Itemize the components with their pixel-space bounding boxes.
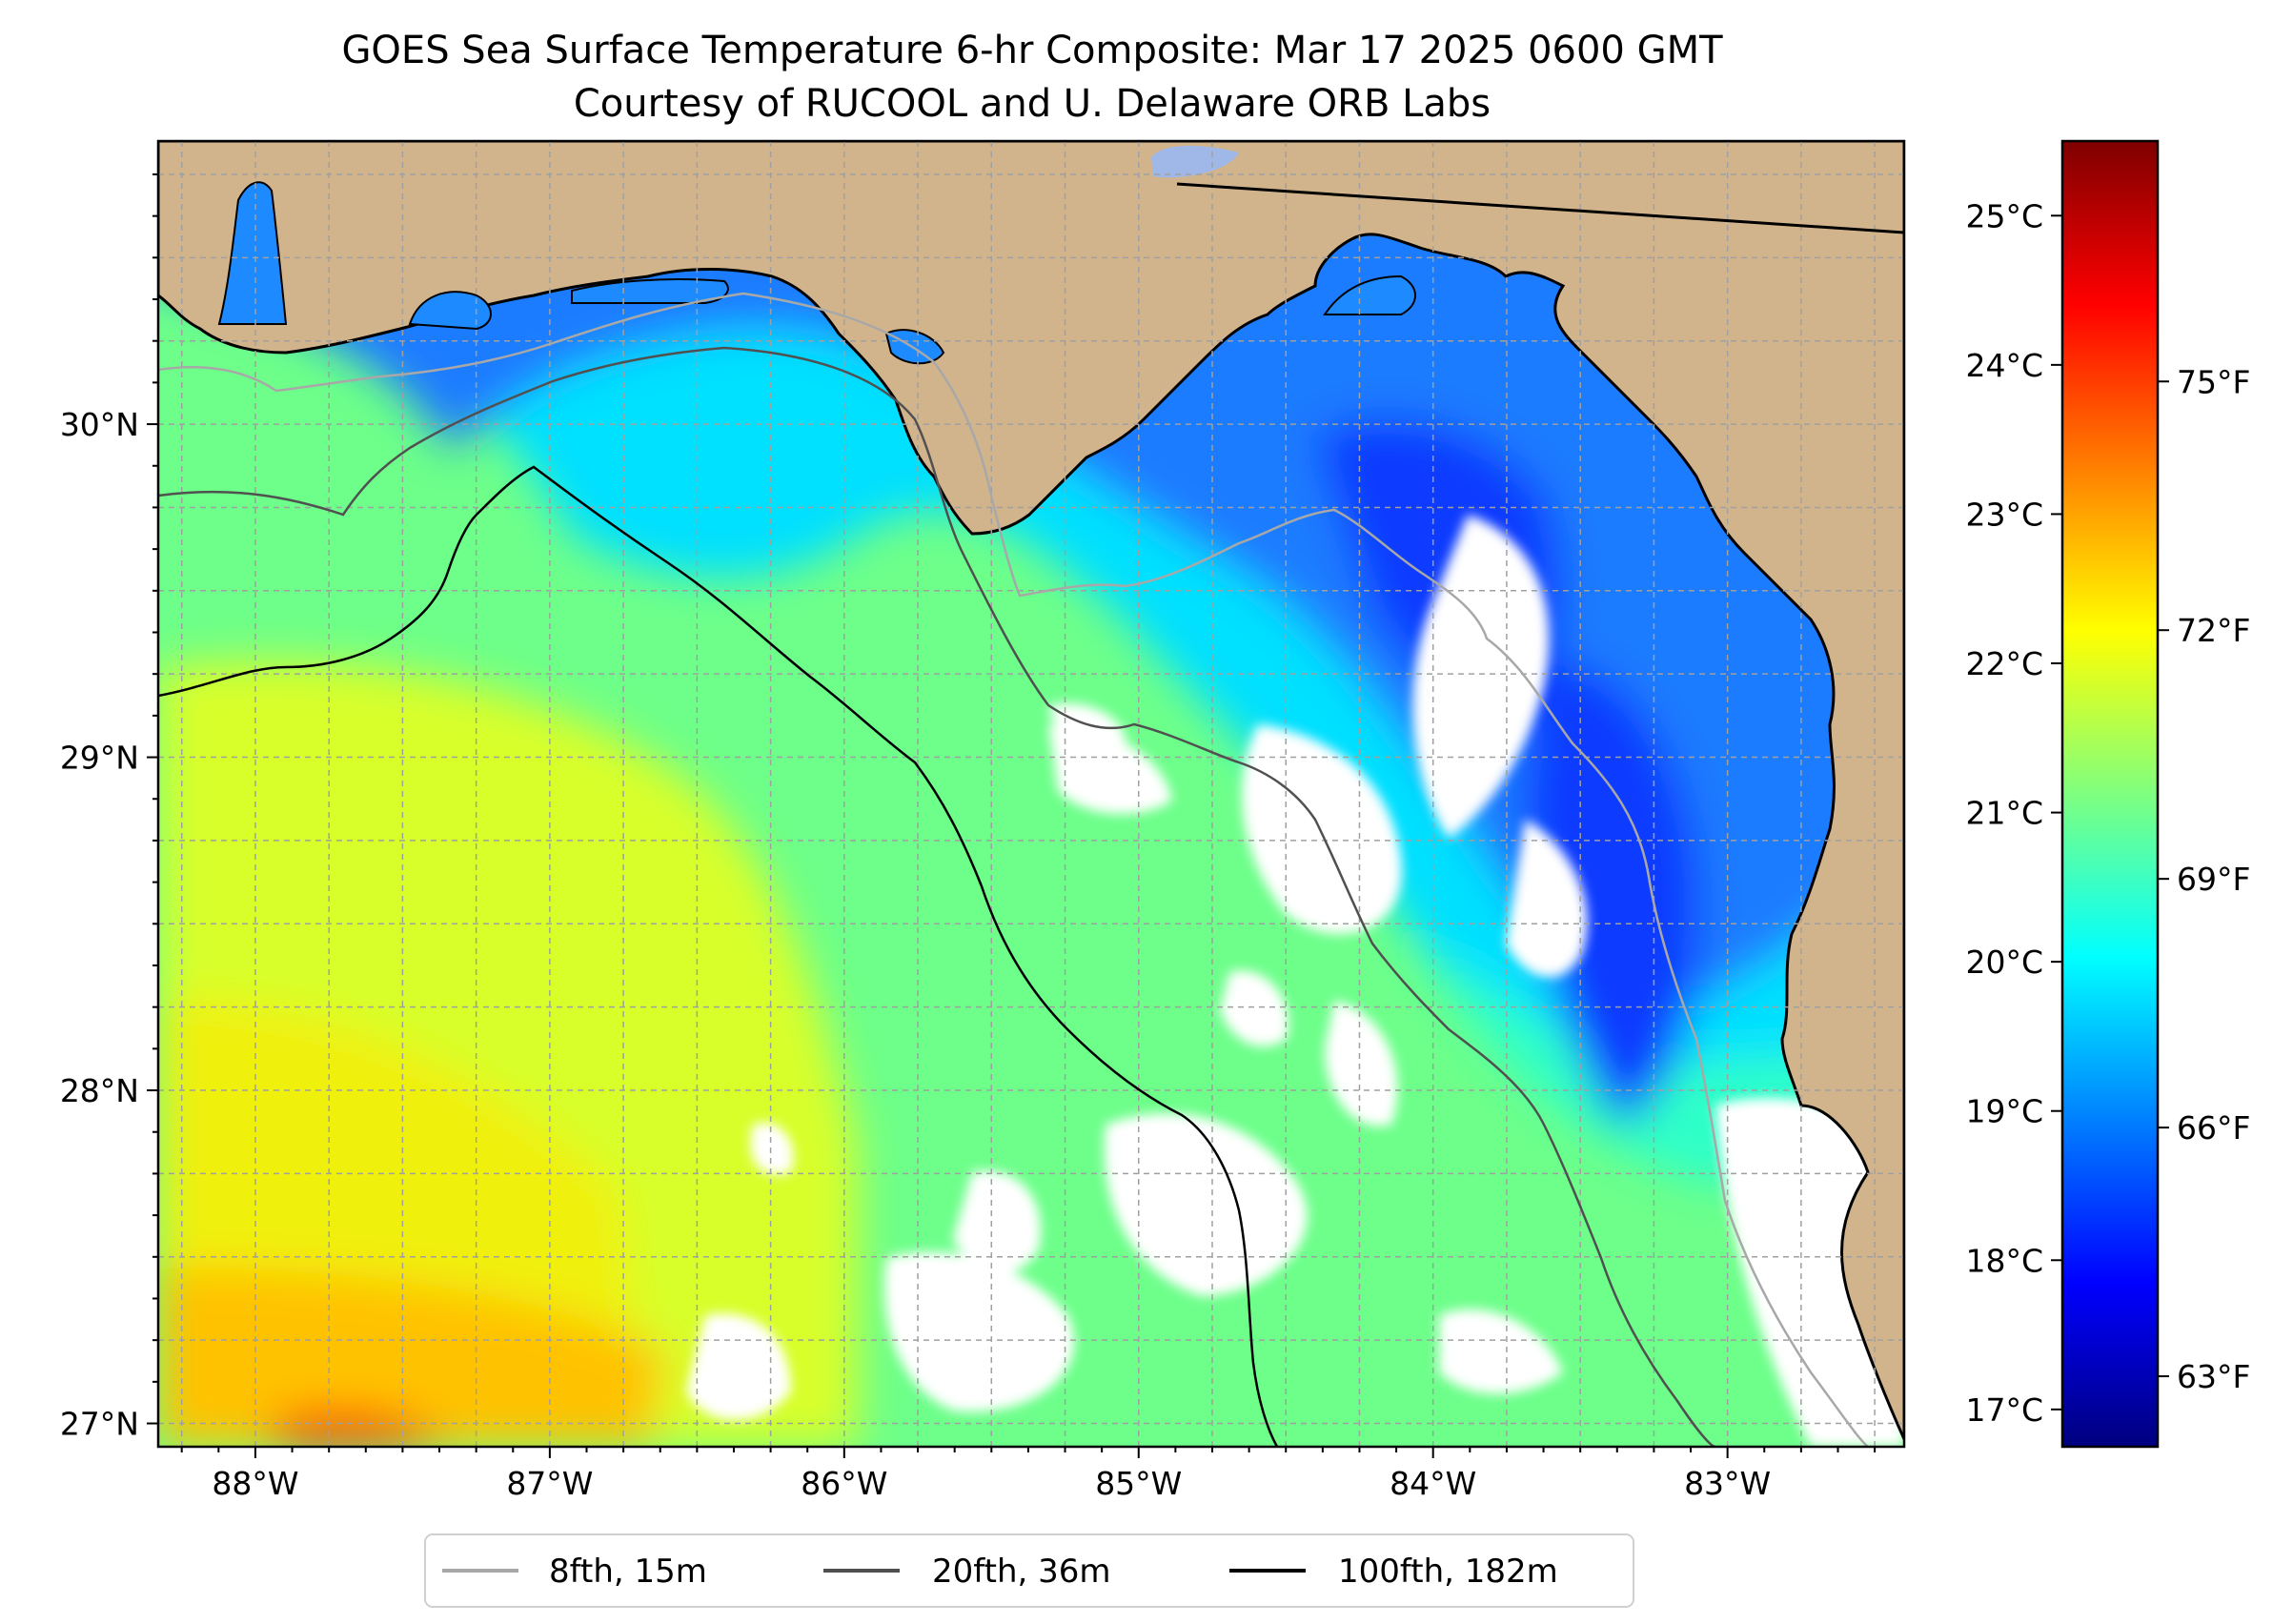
sst-deep-blue2 <box>1525 663 1698 1125</box>
colorbar-fahrenheit-axis: 63°F 66°F 69°F 72°F 75°F <box>2158 363 2250 1395</box>
lat-tick-label: 29°N <box>60 740 139 777</box>
mobile-bay <box>217 181 288 325</box>
longitude-axis: 88°W 87°W 86°W 85°W 84°W 83°W <box>180 1447 1877 1502</box>
lat-tick-label: 30°N <box>60 406 139 443</box>
isobath-100fth-line <box>158 465 1279 1447</box>
map-frame <box>156 139 1906 1449</box>
gridlines <box>158 141 1904 1447</box>
st-andrews-bay <box>884 329 945 365</box>
sst-warm-red <box>267 1410 448 1447</box>
lat-tick-label: 27°N <box>60 1406 139 1443</box>
sst-warm-orange <box>158 1268 667 1447</box>
latitude-axis: 27°N 28°N 29°N 30°N <box>60 173 158 1443</box>
celsius-tick-label: 17°C <box>1965 1391 2043 1429</box>
cloud-patch-6 <box>953 1170 1041 1273</box>
apalachee-bay <box>1323 274 1416 315</box>
cloud-patch-12 <box>686 1313 791 1420</box>
cloud-patch-7 <box>884 1251 1075 1412</box>
lon-tick-label: 85°W <box>1095 1465 1182 1502</box>
lon-tick-label: 83°W <box>1684 1465 1771 1502</box>
isobath-8fth-line <box>158 292 1869 1447</box>
colorbar: 17°C 18°C 19°C 20°C 21°C 22°C 23°C 24°C 25°C 63°… <box>1965 139 2250 1449</box>
land-mainland <box>158 141 1904 1440</box>
land <box>158 141 1904 1440</box>
cloud-patch-14 <box>1715 1098 1904 1447</box>
celsius-tick-label: 18°C <box>1965 1242 2043 1279</box>
colorbar-celsius-axis: 17°C 18°C 19°C 20°C 21°C 22°C 23°C 24°C 25°C <box>1965 197 2062 1429</box>
celsius-tick-label: 25°C <box>1965 197 2043 234</box>
celsius-tick-label: 23°C <box>1965 496 2043 533</box>
cloud-mask <box>686 515 1904 1447</box>
cloud-patch-8 <box>1220 970 1289 1047</box>
map-title-line1: GOES Sea Surface Temperature 6-hr Compos… <box>341 29 1723 72</box>
celsius-tick-label: 22°C <box>1965 645 2043 682</box>
lon-tick-label: 86°W <box>801 1465 887 1502</box>
fahrenheit-tick-label: 69°F <box>2177 861 2250 898</box>
lon-tick-label: 87°W <box>506 1465 593 1502</box>
isobath-20fth-line <box>158 346 1716 1447</box>
fahrenheit-tick-label: 66°F <box>2177 1109 2250 1147</box>
legend-frame <box>424 1533 1634 1608</box>
cloud-patch-2 <box>1506 820 1588 978</box>
lon-tick-label: 88°W <box>212 1465 298 1502</box>
cloud-patch-9 <box>1325 1001 1398 1127</box>
celsius-tick-label: 24°C <box>1965 347 2043 384</box>
cloud-patch-3 <box>1242 724 1402 934</box>
map-title-line2: Courtesy of RUCOOL and U. Delaware ORB L… <box>574 82 1491 126</box>
legend-label-20fth: 20fth, 36m <box>932 1553 1111 1591</box>
pensacola-bay <box>408 291 492 331</box>
lat-tick-label: 28°N <box>60 1072 139 1109</box>
cloud-patch-5 <box>1104 1113 1308 1296</box>
isobath-legend: 8fth, 15m 20fth, 36m 100fth, 182m <box>424 1533 1634 1608</box>
celsius-tick-label: 20°C <box>1965 944 2043 981</box>
legend-label-8fth: 8fth, 15m <box>549 1553 707 1591</box>
lon-tick-label: 84°W <box>1390 1465 1476 1502</box>
colorbar-gradient <box>2062 141 2158 1447</box>
celsius-tick-label: 21°C <box>1965 795 2043 832</box>
cloud-patch-10 <box>750 1123 794 1175</box>
fahrenheit-tick-label: 63°F <box>2177 1358 2250 1395</box>
fahrenheit-tick-label: 75°F <box>2177 363 2250 400</box>
fahrenheit-tick-label: 72°F <box>2177 612 2250 649</box>
state-border <box>1176 182 1904 234</box>
legend-label-100fth: 100fth, 182m <box>1338 1553 1558 1591</box>
colorbar-frame <box>2060 139 2160 1449</box>
celsius-tick-label: 19°C <box>1965 1093 2043 1130</box>
cloud-patch-11 <box>1439 1309 1563 1394</box>
sst-map <box>158 141 1904 1447</box>
bays <box>217 181 1416 365</box>
lake <box>1151 146 1239 178</box>
